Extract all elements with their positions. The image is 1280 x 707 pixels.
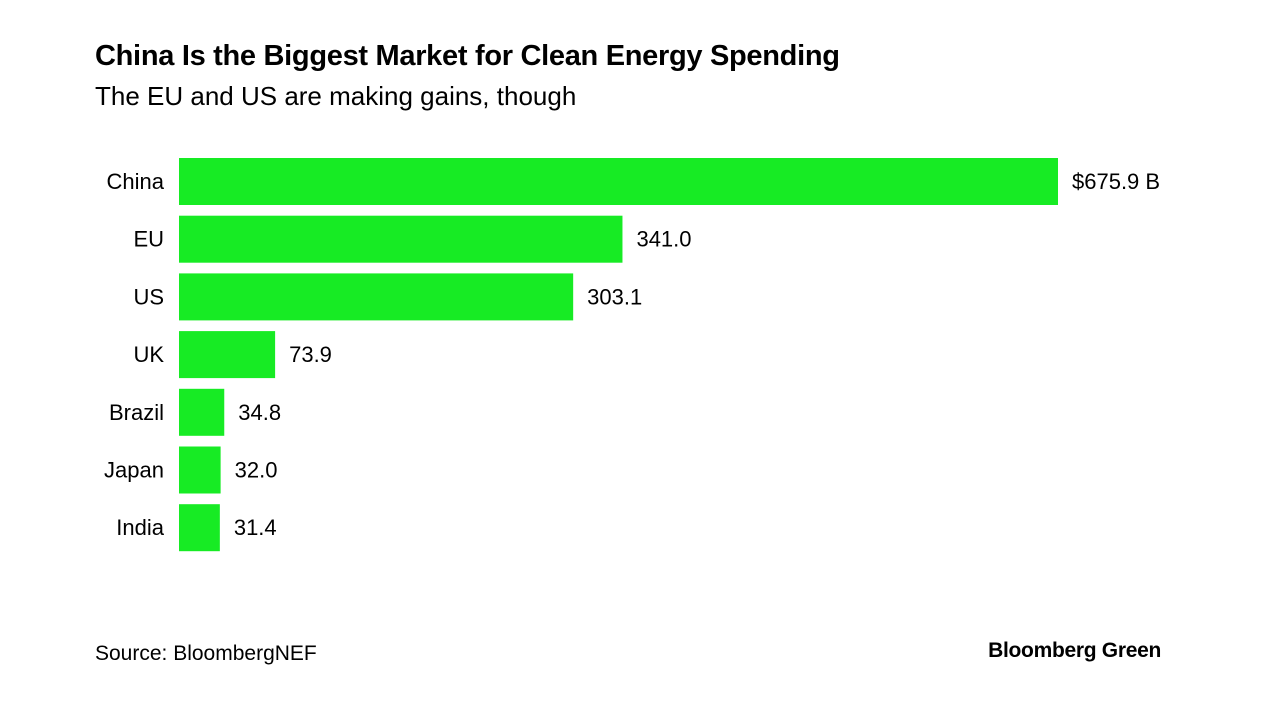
category-label-uk: UK xyxy=(133,342,164,367)
category-label-japan: Japan xyxy=(104,458,164,483)
source-note: Source: BloombergNEF xyxy=(95,642,317,665)
value-label-china: $675.9 B xyxy=(1072,169,1160,194)
bar-us xyxy=(179,273,574,321)
category-label-eu: EU xyxy=(133,227,164,252)
value-label-eu: 341.0 xyxy=(636,227,691,252)
category-label-brazil: Brazil xyxy=(109,400,164,425)
bar-china xyxy=(179,158,1058,205)
bar-eu xyxy=(179,215,623,263)
category-label-india: India xyxy=(116,515,164,540)
bar-japan xyxy=(179,446,221,494)
value-label-japan: 32.0 xyxy=(235,458,278,483)
value-label-india: 31.4 xyxy=(234,515,277,540)
category-label-china: China xyxy=(107,169,165,194)
category-label-us: US xyxy=(133,284,164,309)
chart-subtitle: The EU and US are making gains, though xyxy=(95,81,577,111)
bar-uk xyxy=(179,331,276,379)
value-label-brazil: 34.8 xyxy=(238,400,281,425)
chart-title: China Is the Biggest Market for Clean En… xyxy=(95,40,840,72)
brand-logo: Bloomberg Green xyxy=(988,639,1161,662)
value-label-us: 303.1 xyxy=(587,284,642,309)
bar-brazil xyxy=(179,388,225,436)
bar-india xyxy=(179,504,220,552)
value-label-uk: 73.9 xyxy=(289,342,332,367)
